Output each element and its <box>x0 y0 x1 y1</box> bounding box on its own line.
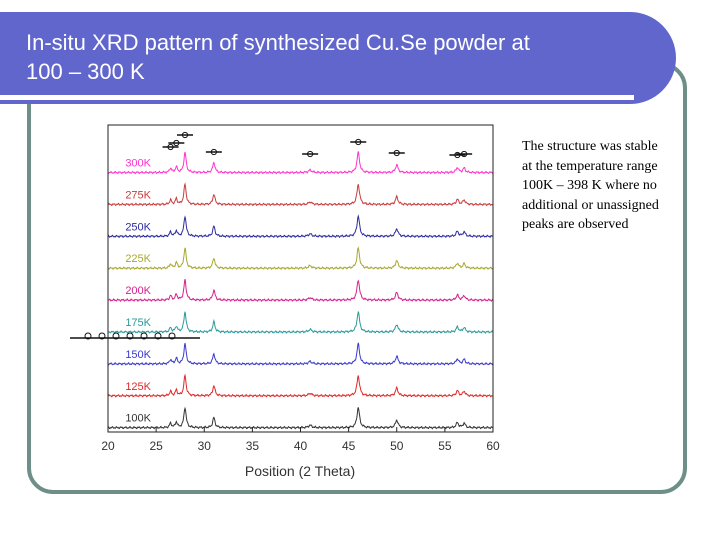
x-tick-label: 35 <box>246 439 260 453</box>
series-label-275K: 275K <box>125 189 151 201</box>
content-frame <box>27 62 687 494</box>
x-axis-label: Position (2 Theta) <box>245 463 355 479</box>
series-traces <box>107 151 494 430</box>
series-trace-275K <box>107 182 494 207</box>
x-axis-ticks: 20 25 30 35 40 45 50 55 60 <box>101 427 500 453</box>
phase-marker-dot <box>461 150 468 158</box>
series-label-150K: 150K <box>125 349 151 361</box>
x-tick-label: 25 <box>149 439 163 453</box>
side-note: The structure was stable at the temperat… <box>522 139 659 232</box>
series-label-125K: 125K <box>125 381 151 393</box>
series-trace-300K <box>107 151 494 175</box>
series-label-225K: 225K <box>125 253 151 265</box>
series-trace-150K <box>107 342 494 366</box>
series-label-175K: 175K <box>125 317 151 329</box>
series-trace-125K <box>107 373 494 398</box>
xrd-chart: 20 25 30 35 40 45 50 55 60 300K 275K 250K 225K 200K 1… <box>70 124 500 479</box>
series-trace-100K <box>107 406 494 430</box>
phase-marker-dot <box>393 149 400 157</box>
x-tick-label: 40 <box>294 439 308 453</box>
phase-marker-dot <box>307 150 314 158</box>
slide-title-line-2: 100 – 300 K <box>26 59 145 84</box>
phase-marker-dot <box>112 332 120 340</box>
title-banner <box>0 12 676 104</box>
phase-marker-dot <box>154 332 162 340</box>
x-tick-label: 20 <box>101 439 115 453</box>
series-trace-175K <box>107 310 494 334</box>
phase-marker-dot <box>355 138 362 146</box>
x-tick-label: 45 <box>342 439 356 453</box>
x-tick-label: 50 <box>390 439 404 453</box>
phase-marker-dot <box>126 332 134 340</box>
slide-title-line-1: In-situ XRD pattern of synthesized Cu.Se… <box>26 30 530 55</box>
series-label-100K: 100K <box>125 413 151 425</box>
x-tick-label: 60 <box>486 439 500 453</box>
phase-markers <box>70 131 473 340</box>
slide-title: In-situ XRD pattern of synthesized Cu.Se… <box>26 28 626 86</box>
phase-marker-dot <box>210 148 217 156</box>
series-trace-225K <box>107 246 494 271</box>
series-trace-250K <box>107 214 494 239</box>
phase-marker-dot <box>98 332 106 340</box>
series-labels: 300K 275K 250K 225K 200K 175K 150K 125K 100K <box>125 158 151 425</box>
phase-marker-dot <box>173 139 180 147</box>
title-underline <box>0 95 634 100</box>
series-label-300K: 300K <box>125 158 151 170</box>
phase-marker-dot <box>84 332 92 340</box>
phase-marker-dot <box>168 332 176 340</box>
phase-marker-dot <box>140 332 148 340</box>
phase-marker-dot <box>454 151 461 159</box>
series-trace-200K <box>107 278 494 303</box>
x-tick-label: 30 <box>198 439 212 453</box>
series-label-250K: 250K <box>125 221 151 233</box>
phase-marker-dot <box>181 131 189 139</box>
series-label-200K: 200K <box>125 285 151 297</box>
x-tick-label: 55 <box>438 439 452 453</box>
phase-marker-dot <box>167 143 174 151</box>
